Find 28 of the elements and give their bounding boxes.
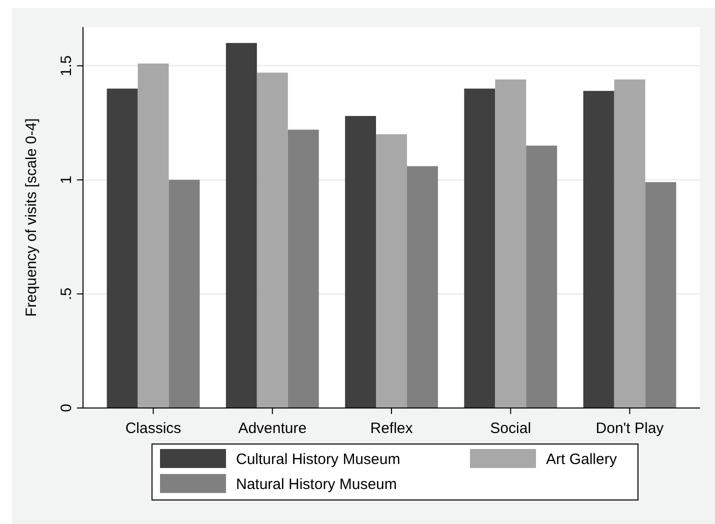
bar xyxy=(583,90,614,408)
x-tick-label: Adventure xyxy=(238,420,307,437)
bar xyxy=(256,72,288,408)
bar xyxy=(288,130,319,408)
bar xyxy=(645,182,676,408)
legend-label: Cultural History Museum xyxy=(236,451,400,468)
y-tick-label: 0 xyxy=(58,404,75,412)
bar xyxy=(614,79,646,408)
y-tick-label: 1.5 xyxy=(58,55,75,76)
legend-label: Natural History Museum xyxy=(236,476,397,493)
bar xyxy=(138,64,169,408)
bar xyxy=(406,166,438,408)
bar xyxy=(526,146,558,408)
x-tick-label: Social xyxy=(490,420,532,437)
x-tick-label: Don't Play xyxy=(596,420,664,437)
bar xyxy=(226,42,257,408)
bar xyxy=(376,134,407,408)
bar xyxy=(168,180,200,408)
y-axis-title: Frequency of visits [scale 0-4] xyxy=(23,118,40,317)
bar xyxy=(495,79,526,408)
legend-label: Art Gallery xyxy=(546,451,618,468)
y-tick-label: .5 xyxy=(58,288,75,300)
x-tick-label: Reflex xyxy=(370,420,414,437)
bar xyxy=(106,88,138,408)
x-tick-label: Classics xyxy=(125,420,182,437)
bar xyxy=(464,88,496,408)
bar xyxy=(345,116,376,408)
y-tick-label: 1 xyxy=(58,176,75,184)
